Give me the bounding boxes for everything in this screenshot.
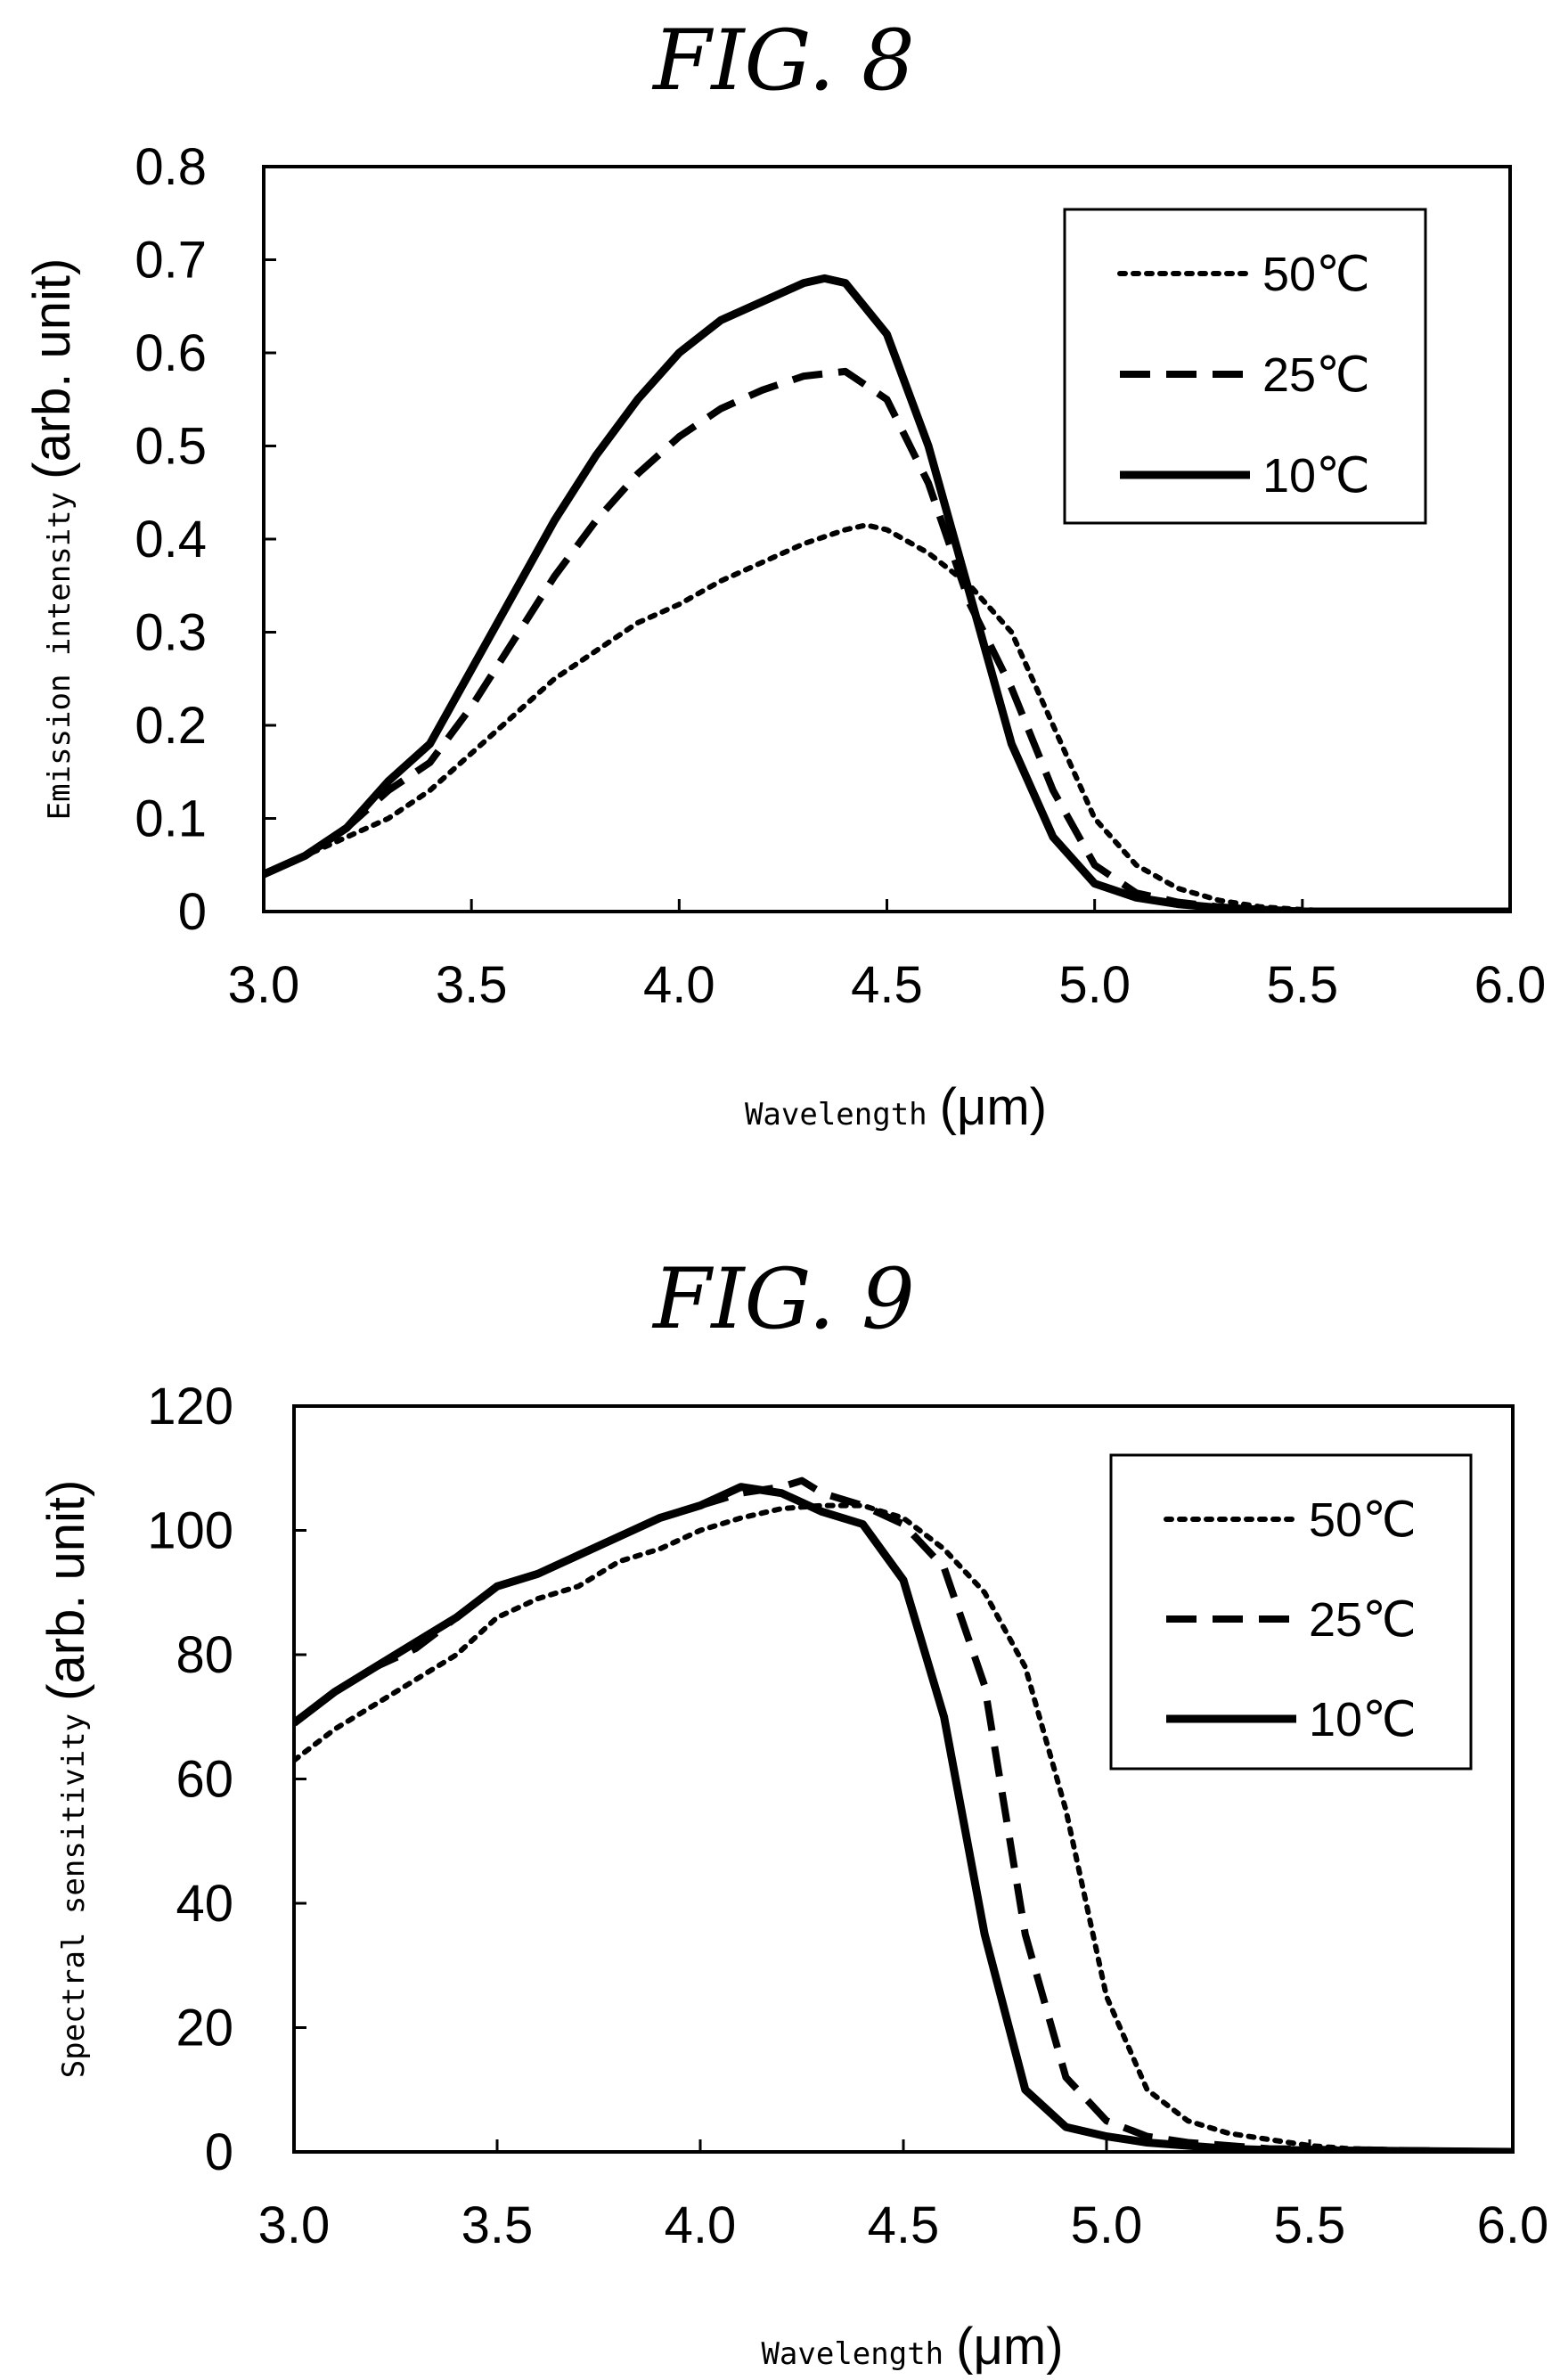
y-tick-label: 0 [178, 883, 207, 941]
y-axis-label-unit: (arb. unit) [23, 258, 81, 479]
y-tick-label: 0 [205, 2123, 233, 2181]
x-tick-label: 3.0 [258, 2196, 331, 2254]
x-tick-label: 5.0 [1058, 956, 1131, 1014]
legend-label: 50℃ [1309, 1493, 1417, 1547]
x-axis-label: Wavelength (μm) [745, 1078, 1047, 1136]
y-axis-label: Spectral sensitivity (arb. unit) [37, 1480, 95, 2079]
y-tick-label: 0.3 [135, 604, 207, 662]
y-tick-label: 0.7 [135, 232, 207, 290]
series-line-solid [264, 274, 1510, 912]
chart-fig-9: FIG. 9 0 20 40 60 80 100 120 3.0 3.5 4.0 4.5 5.0 5.5 6… [37, 1251, 1548, 2376]
y-tick-label: 0.8 [135, 138, 207, 196]
y-tick-label: 0.5 [135, 418, 207, 476]
legend-label: 10℃ [1309, 1693, 1417, 1746]
y-tick-label: 120 [147, 1378, 233, 1435]
x-tick-label: 5.0 [1071, 2196, 1143, 2254]
x-tick-label: 4.5 [868, 2196, 940, 2254]
figure-title: FIG. 8 [651, 12, 915, 110]
x-tick-label: 5.5 [1267, 956, 1339, 1014]
x-axis-label-unit: (μm) [956, 2318, 1063, 2376]
x-axis-label-name: Wavelength [761, 2336, 943, 2372]
y-tick-label: 100 [147, 1502, 233, 1560]
legend-label: 50℃ [1262, 248, 1370, 301]
y-tick-label: 0.6 [135, 324, 207, 382]
y-tick-label: 20 [176, 2000, 233, 2057]
x-axis-label-unit: (μm) [940, 1078, 1047, 1136]
y-tick-label: 0.4 [135, 511, 207, 568]
x-tick-label: 6.0 [1474, 956, 1547, 1014]
y-axis-label: Emission intensity (arb. unit) [23, 258, 81, 821]
y-axis-label-unit: (arb. unit) [37, 1480, 95, 1701]
legend-box [1063, 208, 1427, 525]
legend: 50℃ 25℃ 10℃ [1063, 208, 1427, 525]
y-axis-label-name: Spectral sensitivity [56, 1713, 92, 2078]
y-tick-label: 0.2 [135, 697, 207, 755]
x-tick-label: 5.5 [1274, 2196, 1346, 2254]
x-axis-label: Wavelength (μm) [761, 2318, 1063, 2376]
x-tick-label: 6.0 [1477, 2196, 1549, 2254]
y-tick-label: 0.1 [135, 790, 207, 848]
y-axis-label-name: Emission intensity [42, 492, 78, 820]
legend-label: 25℃ [1309, 1593, 1417, 1647]
x-tick-label: 3.0 [228, 956, 300, 1014]
chart-fig-8: FIG. 8 0 0.1 0.2 0.3 0.4 0.5 0.6 0.7 0.8 3.0 3.5 4.0… [23, 12, 1546, 1136]
x-tick-label: 4.0 [665, 2196, 737, 2254]
y-tick-label: 40 [176, 1875, 233, 1933]
x-tick-label: 4.0 [643, 956, 715, 1014]
legend-label: 10℃ [1262, 449, 1370, 503]
series-line-dotted [264, 522, 1510, 912]
series-group [264, 274, 1510, 912]
legend-label: 25℃ [1262, 348, 1370, 402]
figure-title: FIG. 9 [651, 1251, 915, 1348]
series-line-dotted [294, 1502, 1513, 2152]
x-axis-label-name: Wavelength [745, 1097, 927, 1133]
series-line-solid [294, 1483, 1513, 2152]
series-group [294, 1476, 1513, 2152]
series-line-dashed [264, 367, 1510, 912]
x-tick-label: 3.5 [461, 2196, 534, 2254]
y-tick-label: 80 [176, 1626, 233, 1684]
legend: 50℃ 25℃ 10℃ [1109, 1453, 1473, 1771]
x-tick-label: 4.5 [851, 956, 923, 1014]
x-tick-label: 3.5 [436, 956, 508, 1014]
y-tick-label: 60 [176, 1751, 233, 1809]
